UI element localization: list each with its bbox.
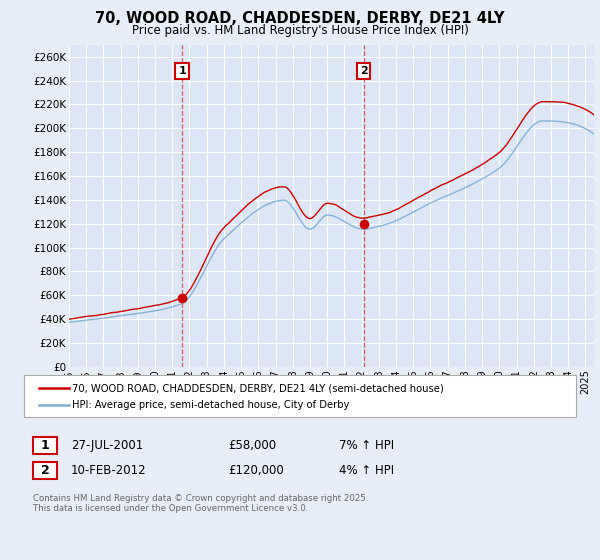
Text: 10-FEB-2012: 10-FEB-2012 (71, 464, 146, 477)
Text: 4% ↑ HPI: 4% ↑ HPI (339, 464, 394, 477)
Text: Price paid vs. HM Land Registry's House Price Index (HPI): Price paid vs. HM Land Registry's House … (131, 24, 469, 36)
Text: 70, WOOD ROAD, CHADDESDEN, DERBY, DE21 4LY (semi-detached house): 70, WOOD ROAD, CHADDESDEN, DERBY, DE21 4… (72, 383, 444, 393)
Text: 2: 2 (41, 464, 49, 477)
Text: 1: 1 (41, 438, 49, 452)
Text: HPI: Average price, semi-detached house, City of Derby: HPI: Average price, semi-detached house,… (72, 400, 349, 410)
Text: 2: 2 (359, 66, 367, 76)
Text: £58,000: £58,000 (228, 438, 276, 452)
Text: Contains HM Land Registry data © Crown copyright and database right 2025.
This d: Contains HM Land Registry data © Crown c… (33, 494, 368, 514)
Text: 1: 1 (178, 66, 186, 76)
Text: 27-JUL-2001: 27-JUL-2001 (71, 438, 143, 452)
Text: 70, WOOD ROAD, CHADDESDEN, DERBY, DE21 4LY: 70, WOOD ROAD, CHADDESDEN, DERBY, DE21 4… (95, 11, 505, 26)
Text: 7% ↑ HPI: 7% ↑ HPI (339, 438, 394, 452)
Text: £120,000: £120,000 (228, 464, 284, 477)
